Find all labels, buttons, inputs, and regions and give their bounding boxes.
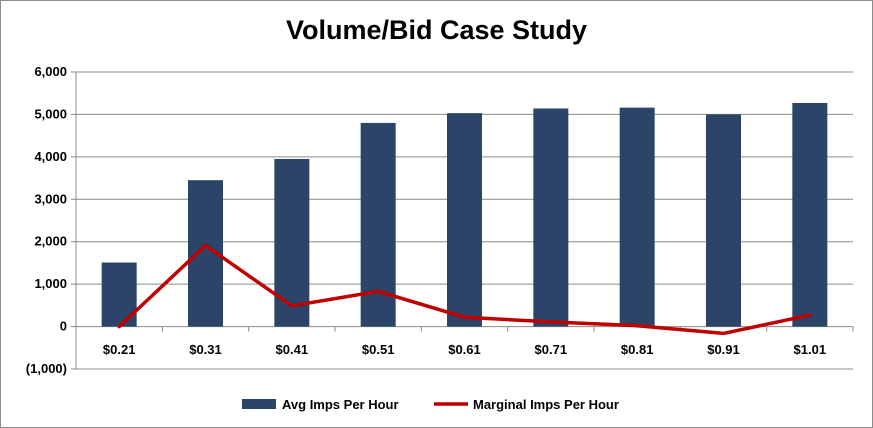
bar-series [101,102,828,327]
line-point [722,331,725,335]
legend-label-bar: Avg Imps Per Hour [282,397,399,412]
axes [71,71,854,370]
x-tick-label: $0.71 [535,342,568,357]
y-tick-labels: 6,000 5,000 4,000 3,000 2,000 1,000 0 (1,000) [26,64,67,376]
y-tick-label: 5,000 [34,106,67,121]
legend-label-line: Marginal Imps Per Hour [473,397,619,412]
bar [533,108,569,327]
line-point [117,325,121,329]
y-tick-label: 6,000 [34,64,67,79]
x-tick-label: $0.41 [276,342,309,357]
bar [619,107,655,327]
bar [274,158,310,327]
line-point [376,289,380,293]
bar [706,114,741,327]
line-point [549,320,553,324]
bar [792,102,828,327]
line-point [808,313,812,317]
x-tick-label: $0.21 [103,342,136,357]
y-tick-label: 4,000 [34,149,67,164]
y-tick-label: (1,000) [26,361,67,376]
x-tick-label: $0.61 [448,342,481,357]
line-series [117,243,812,336]
x-tick-label: $0.51 [362,342,395,357]
y-tick-label: 0 [60,319,67,334]
chart-title: Volume/Bid Case Study [285,15,588,45]
line-point [290,304,294,308]
line-point [635,324,639,328]
y-tick-label: 3,000 [34,191,67,206]
bar [447,113,482,327]
x-tick-label: $0.31 [189,342,222,357]
line-point [463,315,466,319]
x-tick-label: $1.01 [794,342,827,357]
x-tick-label: $0.81 [621,342,654,357]
y-tick-label: 2,000 [34,234,67,249]
line-point [204,244,207,248]
legend-swatch-bar [242,399,276,409]
y-tick-label: 1,000 [34,276,67,291]
x-tick-label: $0.91 [707,342,740,357]
legend: Avg Imps Per Hour Marginal Imps Per Hour [242,397,619,412]
x-tick-labels: $0.21 $0.31 $0.41 $0.51 $0.61 $0.71 $0.81 $0.91… [103,342,826,357]
